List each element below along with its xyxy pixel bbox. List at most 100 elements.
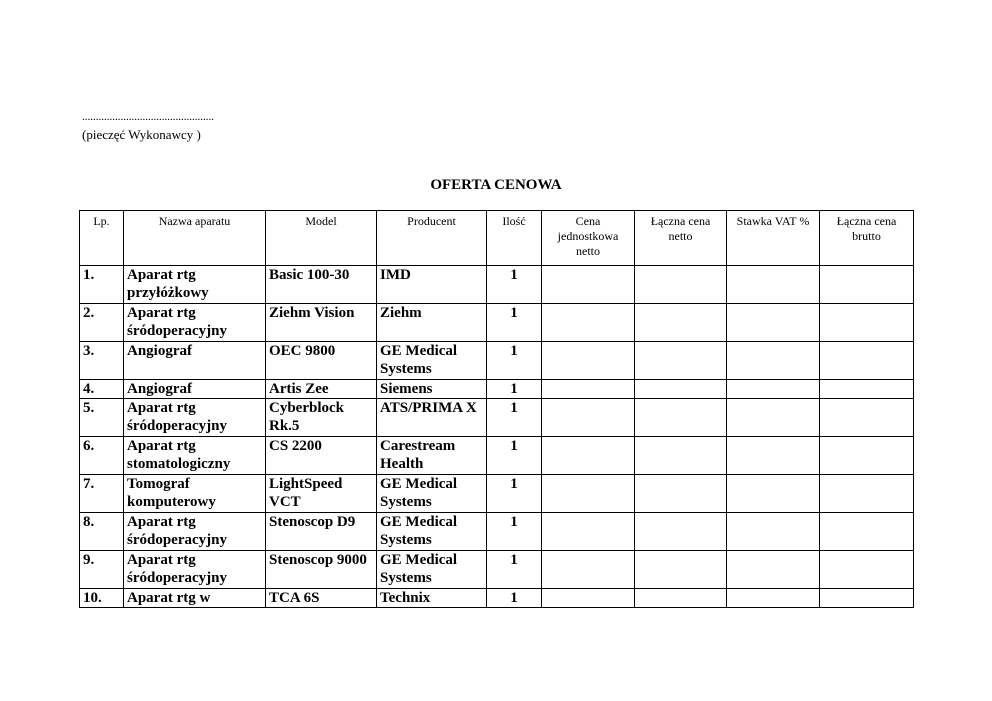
table-row: 2. Aparat rtg śródoperacyjny Ziehm Vision Z… [79,303,914,342]
cell-producer: GE Medical Systems [376,550,487,589]
cell-producer: Siemens [376,379,487,399]
cell-total-gross[interactable] [819,341,914,380]
cell-vat-rate[interactable] [726,303,820,342]
cell-total-gross[interactable] [819,512,914,551]
cell-vat-rate[interactable] [726,588,820,608]
cell-model: Ziehm Vision [265,303,377,342]
cell-vat-rate[interactable] [726,474,820,513]
cell-unit-price-net[interactable] [541,550,635,589]
cell-name: Aparat rtg w [123,588,266,608]
cell-vat-rate[interactable] [726,379,820,399]
cell-total-net[interactable] [634,379,727,399]
cell-producer: GE Medical Systems [376,341,487,380]
cell-qty: 1 [486,588,542,608]
cell-total-gross[interactable] [819,474,914,513]
cell-vat-rate[interactable] [726,436,820,475]
cell-unit-price-net[interactable] [541,436,635,475]
cell-total-net[interactable] [634,550,727,589]
cell-total-net[interactable] [634,436,727,475]
cell-producer: IMD [376,265,487,304]
cell-vat-rate[interactable] [726,550,820,589]
cell-qty: 1 [486,550,542,589]
cell-lp: 6. [79,436,124,475]
cell-qty: 1 [486,436,542,475]
cell-lp: 8. [79,512,124,551]
cell-unit-price-net[interactable] [541,474,635,513]
cell-model: Stenoscop D9 [265,512,377,551]
column-header: Ilość [486,210,542,266]
cell-qty: 1 [486,512,542,551]
cell-total-net[interactable] [634,303,727,342]
column-header: Łączna cena netto [634,210,727,266]
cell-total-net[interactable] [634,474,727,513]
cell-lp: 1. [79,265,124,304]
cell-producer: Technix [376,588,487,608]
cell-name: Angiograf [123,379,266,399]
cell-name: Tomograf komputerowy [123,474,266,513]
stamp-line: ........................................… [82,111,214,123]
cell-total-gross[interactable] [819,588,914,608]
cell-unit-price-net[interactable] [541,303,635,342]
cell-qty: 1 [486,398,542,437]
cell-model: Basic 100-30 [265,265,377,304]
cell-name: Aparat rtg śródoperacyjny [123,550,266,589]
table-row: 10. Aparat rtg w TCA 6S Technix 1 [79,588,914,608]
cell-total-gross[interactable] [819,265,914,304]
cell-model: Artis Zee [265,379,377,399]
table-row: 4. Angiograf Artis Zee Siemens 1 [79,379,914,399]
column-header: Łączna cena brutto [819,210,914,266]
price-offer-table: Lp. Nazwa aparatu Model Producent Ilość Cena … [79,210,914,608]
cell-total-gross[interactable] [819,303,914,342]
cell-total-net[interactable] [634,341,727,380]
column-header: Model [265,210,377,266]
cell-model: Stenoscop 9000 [265,550,377,589]
cell-name: Angiograf [123,341,266,380]
cell-vat-rate[interactable] [726,512,820,551]
cell-model: OEC 9800 [265,341,377,380]
cell-total-gross[interactable] [819,398,914,437]
cell-lp: 9. [79,550,124,589]
cell-unit-price-net[interactable] [541,398,635,437]
cell-unit-price-net[interactable] [541,379,635,399]
column-header: Cena jednostkowa netto [541,210,635,266]
cell-unit-price-net[interactable] [541,512,635,551]
cell-total-net[interactable] [634,265,727,304]
cell-qty: 1 [486,379,542,399]
cell-model: CS 2200 [265,436,377,475]
cell-lp: 5. [79,398,124,437]
cell-producer: Carestream Health [376,436,487,475]
cell-qty: 1 [486,265,542,304]
cell-qty: 1 [486,341,542,380]
cell-total-gross[interactable] [819,436,914,475]
cell-vat-rate[interactable] [726,265,820,304]
cell-total-gross[interactable] [819,550,914,589]
cell-unit-price-net[interactable] [541,341,635,380]
cell-producer: Ziehm [376,303,487,342]
cell-producer: GE Medical Systems [376,474,487,513]
cell-vat-rate[interactable] [726,398,820,437]
cell-name: Aparat rtg stomatologiczny [123,436,266,475]
cell-total-gross[interactable] [819,379,914,399]
column-header: Lp. [79,210,124,266]
column-header: Producent [376,210,487,266]
table-row: 7. Tomograf komputerowy LightSpeed VCT GE M… [79,474,914,513]
cell-total-net[interactable] [634,398,727,437]
table-row: 1. Aparat rtg przyłóżkowy Basic 100-30 IMD 1 [79,265,914,304]
cell-total-net[interactable] [634,588,727,608]
cell-unit-price-net[interactable] [541,588,635,608]
table-row: 8. Aparat rtg śródoperacyjny Stenoscop D9 G… [79,512,914,551]
cell-qty: 1 [486,303,542,342]
cell-unit-price-net[interactable] [541,265,635,304]
cell-model: TCA 6S [265,588,377,608]
table-row: 5. Aparat rtg śródoperacyjny Cyberblock Rk… [79,398,914,437]
cell-producer: ATS/PRIMA X [376,398,487,437]
cell-lp: 4. [79,379,124,399]
cell-model: Cyberblock Rk.5 [265,398,377,437]
cell-total-net[interactable] [634,512,727,551]
cell-vat-rate[interactable] [726,341,820,380]
column-header: Stawka VAT % [726,210,820,266]
column-header: Nazwa aparatu [123,210,266,266]
stamp-label: (pieczęć Wykonawcy ) [82,127,201,142]
table-row: 3. Angiograf OEC 9800 GE Medical Systems 1 [79,341,914,380]
cell-lp: 7. [79,474,124,513]
